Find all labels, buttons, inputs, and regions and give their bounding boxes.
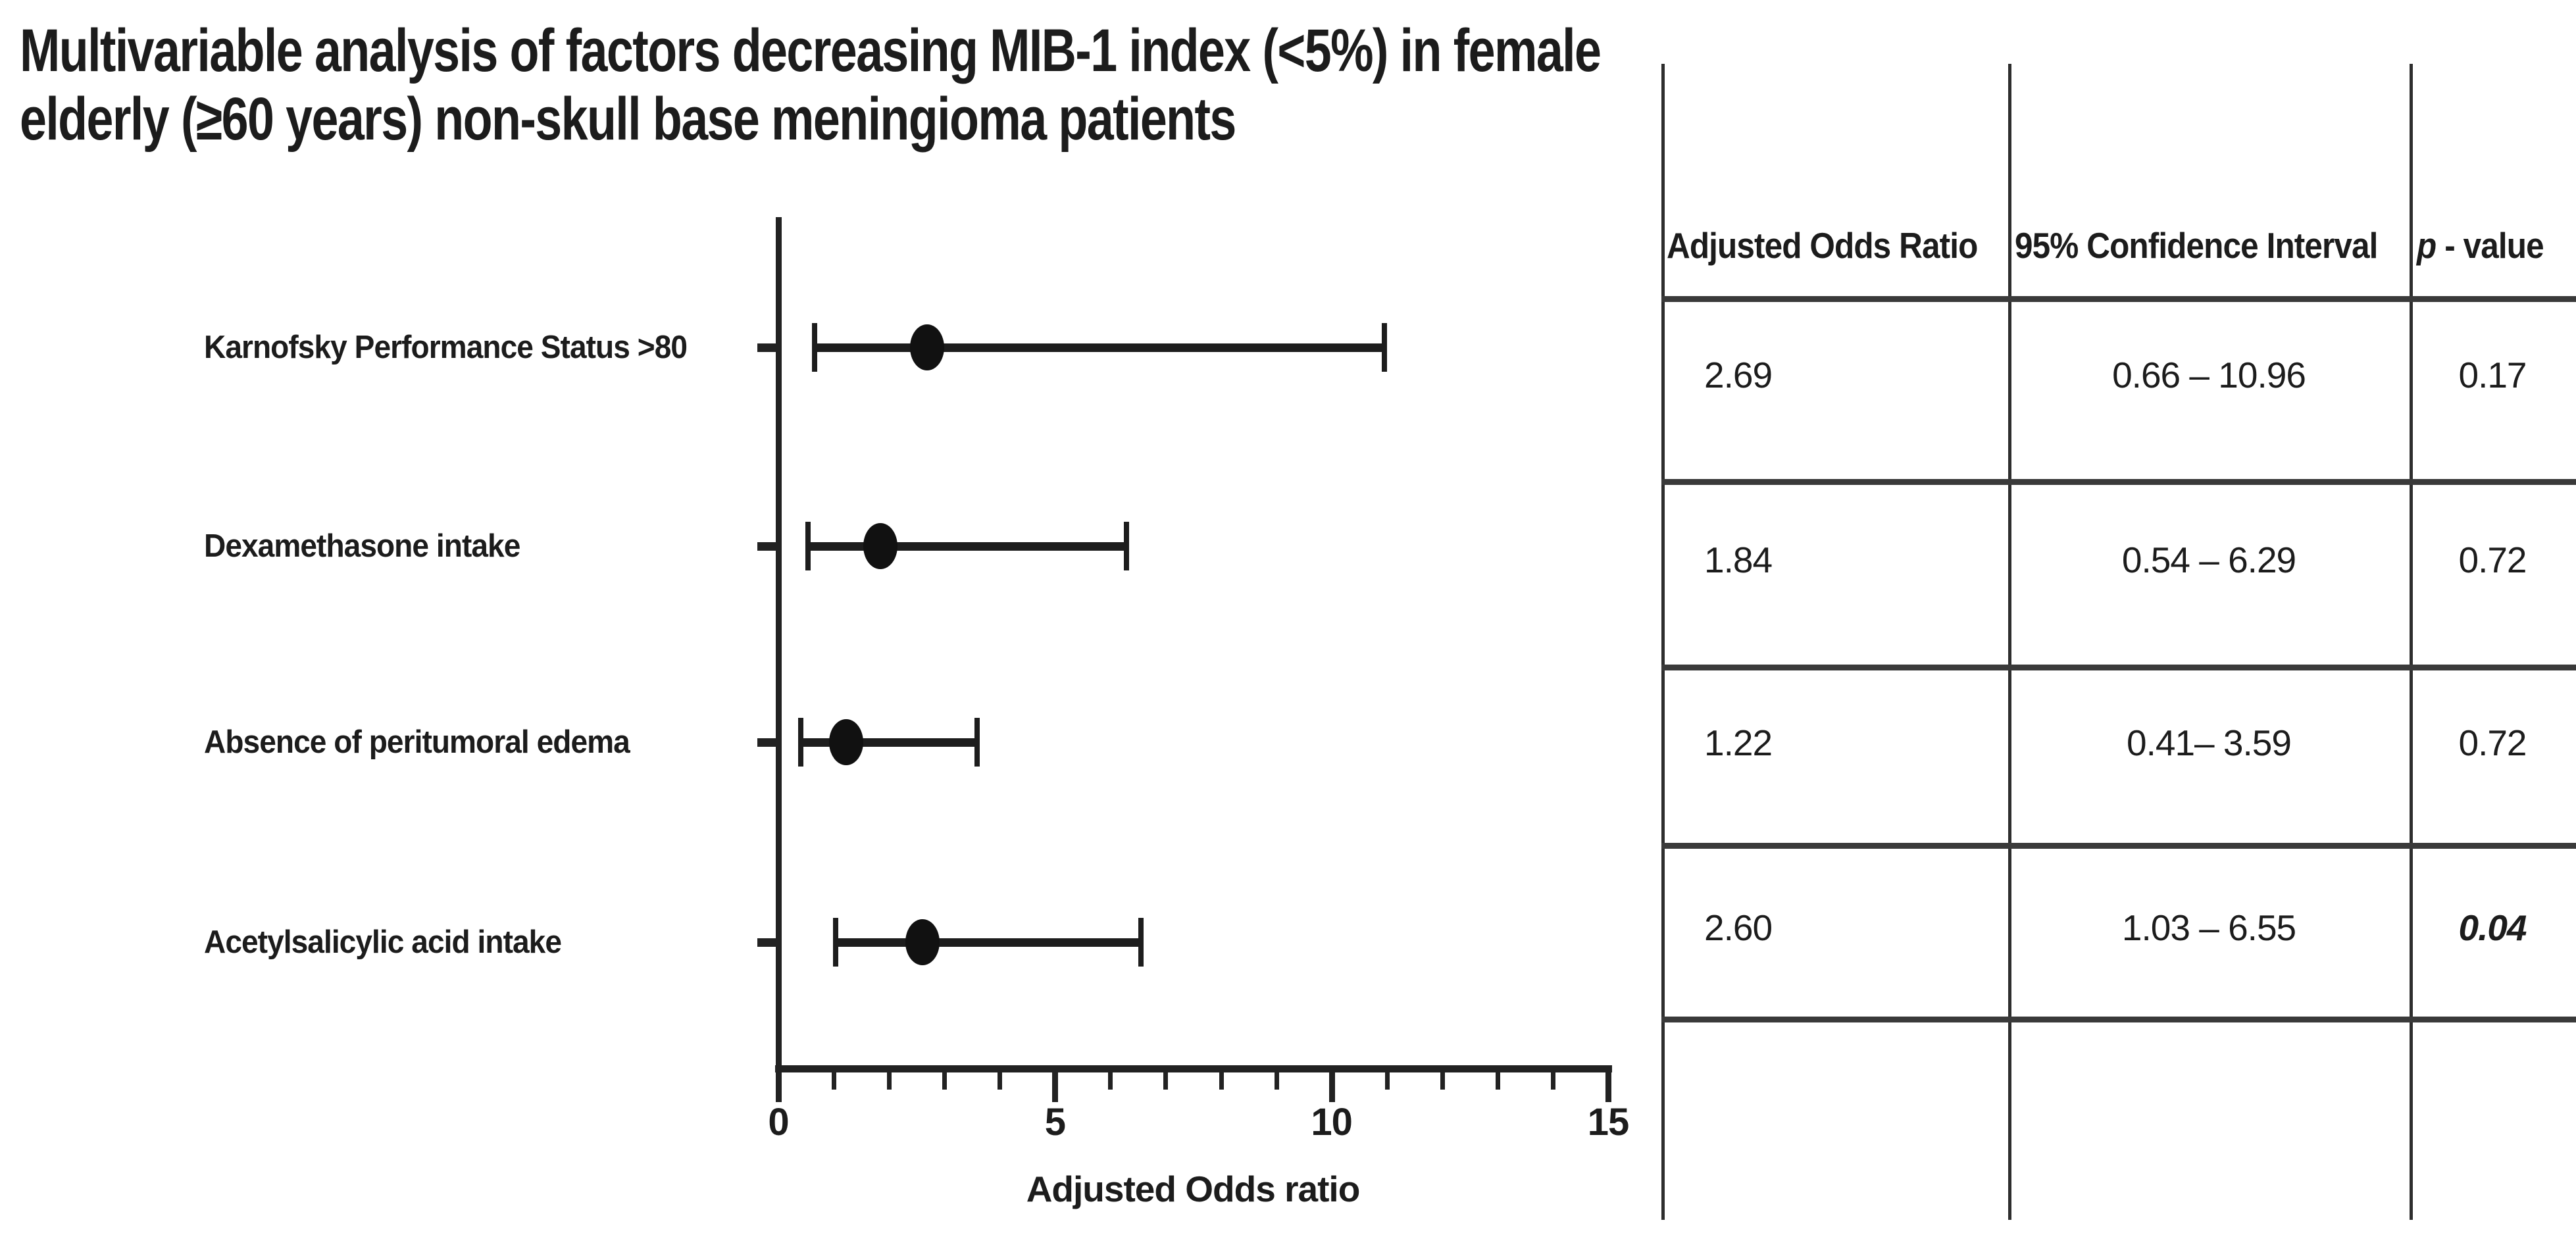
ci-cap-low (805, 522, 811, 570)
table-cell-p-value: 0.04 (2458, 907, 2527, 948)
odds-ratio-marker (828, 719, 863, 765)
y-axis-row-tick (757, 542, 779, 551)
table-cell-odds-ratio: 1.22 (1704, 722, 1773, 763)
figure-title: Multivariable analysis of factors decrea… (20, 17, 1602, 154)
table-header-odds-ratio: Adjusted Odds Ratio (1667, 225, 1978, 266)
table-cell-confidence-interval: 1.03 – 6.55 (2121, 907, 2296, 948)
table-cell-p-value: 0.17 (2458, 355, 2527, 395)
forest-row-label: Dexamethasone intake (204, 528, 520, 564)
table-hline-2 (1661, 665, 2576, 670)
table-cell-p-value: 0.72 (2458, 722, 2527, 763)
x-axis-minor-tick (1163, 1072, 1169, 1090)
table-cell-confidence-interval: 0.54 – 6.29 (2121, 540, 2296, 580)
x-axis-minor-tick (832, 1072, 837, 1090)
ci-cap-low (832, 918, 838, 967)
figure-title-line1: Multivariable analysis of factors decrea… (20, 17, 1602, 84)
forest-row-label: Acetylsalicylic acid intake (204, 924, 562, 960)
table-vline-3 (2410, 64, 2413, 1220)
forest-row-label: Absence of peritumoral edema (204, 724, 630, 760)
table-cell-confidence-interval: 0.41– 3.59 (2127, 722, 2292, 763)
x-axis-minor-tick (1495, 1072, 1500, 1090)
x-axis-major-tick (1052, 1072, 1059, 1102)
x-axis-minor-tick (1274, 1072, 1279, 1090)
table-vline-2 (2008, 64, 2011, 1220)
ci-line (801, 738, 977, 747)
x-axis-title: Adjusted Odds ratio (1026, 1169, 1361, 1209)
x-axis-major-tick (776, 1072, 782, 1102)
table-header-confidence-interval: 95% Confidence Interval (2015, 225, 2378, 266)
table-cell-confidence-interval: 0.66 – 10.96 (2112, 355, 2306, 395)
ci-cap-low (798, 718, 804, 767)
ci-line (815, 343, 1385, 352)
ci-line (835, 938, 1141, 947)
y-axis-row-tick (757, 738, 779, 747)
p-italic: p (2417, 225, 2437, 266)
ci-cap-high (1382, 323, 1388, 372)
ci-cap-high (974, 718, 980, 767)
x-axis-minor-tick (998, 1072, 1003, 1090)
x-axis-minor-tick (942, 1072, 947, 1090)
x-axis-tick-label: 0 (768, 1101, 789, 1144)
x-axis-minor-tick (1550, 1072, 1555, 1090)
odds-ratio-marker (905, 919, 940, 965)
x-axis-tick-label: 5 (1044, 1101, 1066, 1144)
table-vline-1 (1661, 64, 1665, 1220)
x-axis-tick-label: 15 (1587, 1101, 1630, 1144)
y-axis-row-tick (757, 938, 779, 947)
x-axis-major-tick (1328, 1072, 1335, 1102)
table-cell-p-value: 0.72 (2458, 540, 2527, 580)
x-axis-minor-tick (1440, 1072, 1445, 1090)
ci-cap-high (1138, 918, 1144, 967)
forest-row-label: Karnofsky Performance Status >80 (204, 330, 688, 365)
table-hline-3 (1661, 843, 2576, 849)
x-axis-minor-tick (1384, 1072, 1390, 1090)
odds-ratio-marker (863, 523, 897, 569)
y-axis-line (776, 217, 782, 1072)
x-axis-major-tick (1605, 1072, 1612, 1102)
x-axis-minor-tick (887, 1072, 892, 1090)
x-axis-line (775, 1065, 1612, 1072)
y-axis-row-tick (757, 343, 779, 352)
table-cell-odds-ratio: 2.60 (1704, 907, 1773, 948)
x-axis-minor-tick (1219, 1072, 1224, 1090)
odds-ratio-marker (910, 324, 945, 370)
figure-title-line2: elderly (≥60 years) non-skull base menin… (20, 85, 1236, 153)
x-axis-tick-label: 10 (1311, 1101, 1353, 1144)
ci-line (808, 542, 1126, 551)
ci-cap-high (1123, 522, 1129, 570)
table-cell-odds-ratio: 2.69 (1704, 355, 1773, 395)
table-hline-4 (1661, 1017, 2576, 1022)
table-hline-header (1661, 296, 2576, 302)
x-axis-minor-tick (1108, 1072, 1113, 1090)
table-header-p-value: p - value (2417, 225, 2544, 266)
table-hline-1 (1661, 479, 2576, 485)
table-cell-odds-ratio: 1.84 (1704, 540, 1773, 580)
ci-cap-low (812, 323, 818, 372)
